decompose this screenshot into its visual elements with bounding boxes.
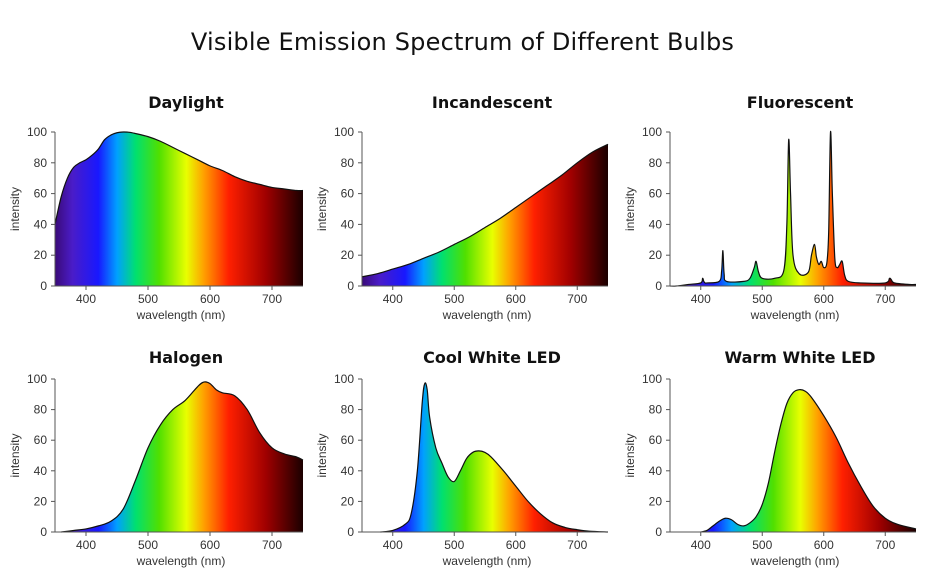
y-tick-label: 20	[649, 248, 663, 262]
spectrum-area	[670, 131, 916, 287]
y-axis-label: intensity	[315, 187, 329, 231]
x-tick-label: 600	[506, 292, 526, 306]
y-tick-label: 100	[27, 372, 47, 386]
x-tick-label: 600	[200, 292, 220, 306]
x-axis-label: wavelength (nm)	[750, 554, 840, 568]
x-tick-label: 700	[262, 292, 282, 306]
x-tick-label: 400	[383, 538, 403, 552]
chart-title: Warm White LED	[724, 348, 875, 367]
y-tick-label: 100	[334, 372, 354, 386]
y-tick-label: 40	[341, 464, 355, 478]
x-axis-label: wavelength (nm)	[750, 308, 840, 322]
x-axis-label: wavelength (nm)	[136, 308, 226, 322]
y-axis-label: intensity	[315, 433, 329, 477]
y-tick-label: 100	[27, 125, 47, 139]
spectrum-area	[55, 131, 303, 286]
x-tick-label: 700	[875, 292, 895, 306]
y-axis-label: intensity	[623, 187, 637, 231]
y-tick-label: 80	[649, 403, 663, 417]
y-tick-label: 20	[649, 494, 663, 508]
x-tick-label: 400	[383, 292, 403, 306]
y-tick-label: 40	[341, 217, 355, 231]
chart-title: Incandescent	[432, 93, 553, 112]
x-tick-label: 400	[76, 292, 96, 306]
chart-title: Cool White LED	[423, 348, 561, 367]
spectrum-area	[61, 381, 304, 532]
y-tick-label: 20	[34, 494, 48, 508]
spectrum-area	[700, 389, 916, 532]
y-tick-label: 100	[334, 125, 354, 139]
y-axis-label: intensity	[8, 187, 22, 231]
chart-warm-white-led: Warm White LED 0 20 40 60 80 100 400 500 600 700 wa…	[623, 348, 917, 568]
chart-daylight: Daylight 0 20 40 60 80 100 400 500 600 700 waveleng…	[8, 93, 304, 322]
spectrum-curve	[380, 382, 609, 533]
x-axis-label: wavelength (nm)	[442, 308, 532, 322]
y-tick-label: 60	[34, 187, 48, 201]
y-axis-label: intensity	[623, 433, 637, 477]
chart-title: Halogen	[149, 348, 223, 367]
y-tick-label: 60	[649, 187, 663, 201]
spectrum-area	[380, 382, 608, 532]
chart-title: Daylight	[148, 93, 224, 112]
y-tick-label: 60	[341, 433, 355, 447]
y-axis-label: intensity	[8, 433, 22, 477]
y-tick-label: 80	[341, 403, 355, 417]
y-tick-label: 0	[655, 525, 662, 539]
spectrum-curve	[669, 131, 917, 287]
x-tick-label: 500	[444, 292, 464, 306]
x-tick-label: 500	[138, 538, 158, 552]
x-tick-label: 400	[691, 538, 711, 552]
x-tick-label: 700	[262, 538, 282, 552]
y-tick-label: 0	[40, 279, 47, 293]
y-tick-label: 20	[341, 494, 355, 508]
y-tick-label: 0	[347, 279, 354, 293]
x-axis-label: wavelength (nm)	[442, 554, 532, 568]
y-tick-label: 20	[341, 248, 355, 262]
x-tick-label: 500	[752, 538, 772, 552]
y-tick-label: 100	[642, 372, 662, 386]
y-tick-label: 80	[341, 156, 355, 170]
x-tick-label: 400	[76, 538, 96, 552]
y-tick-label: 60	[649, 433, 663, 447]
spectrum-area	[362, 144, 608, 286]
y-tick-label: 0	[347, 525, 354, 539]
main-title: Visible Emission Spectrum of Different B…	[190, 28, 735, 56]
y-tick-label: 80	[649, 156, 663, 170]
chart-title: Fluorescent	[747, 93, 854, 112]
chart-halogen: Halogen 0 20 40 60 80 100 400 500 600 700 wavelengt…	[8, 348, 304, 568]
spectrum-curve	[54, 131, 304, 225]
y-tick-label: 100	[642, 125, 662, 139]
y-tick-label: 0	[40, 525, 47, 539]
y-tick-label: 0	[655, 279, 662, 293]
spectrum-curve	[61, 381, 304, 533]
y-tick-label: 60	[34, 433, 48, 447]
y-tick-label: 40	[34, 464, 48, 478]
x-tick-label: 700	[567, 292, 587, 306]
y-tick-label: 80	[34, 156, 48, 170]
y-tick-label: 60	[341, 187, 355, 201]
x-tick-label: 500	[752, 292, 772, 306]
x-tick-label: 600	[200, 538, 220, 552]
x-axis-label: wavelength (nm)	[136, 554, 226, 568]
chart-cool-white-led: Cool White LED 0 20 40 60 80 100 400 500 600 700 wa…	[315, 348, 609, 568]
x-tick-label: 600	[814, 538, 834, 552]
x-tick-label: 600	[814, 292, 834, 306]
x-tick-label: 700	[567, 538, 587, 552]
y-tick-label: 80	[34, 403, 48, 417]
x-tick-label: 600	[506, 538, 526, 552]
y-tick-label: 20	[34, 248, 48, 262]
spectrum-curve	[700, 389, 917, 533]
x-tick-label: 500	[444, 538, 464, 552]
x-tick-label: 700	[875, 538, 895, 552]
x-tick-label: 500	[138, 292, 158, 306]
y-tick-label: 40	[649, 217, 663, 231]
chart-incandescent: Incandescent 0 20 40 60 80 100 400 500 600 700 wave…	[315, 93, 609, 322]
x-tick-label: 400	[691, 292, 711, 306]
spectrum-curve	[361, 143, 609, 278]
y-tick-label: 40	[649, 464, 663, 478]
y-tick-label: 40	[34, 217, 48, 231]
chart-fluorescent: Fluorescent 0 20 40 60 80 100 400 500 600 700 wavel…	[623, 93, 917, 322]
